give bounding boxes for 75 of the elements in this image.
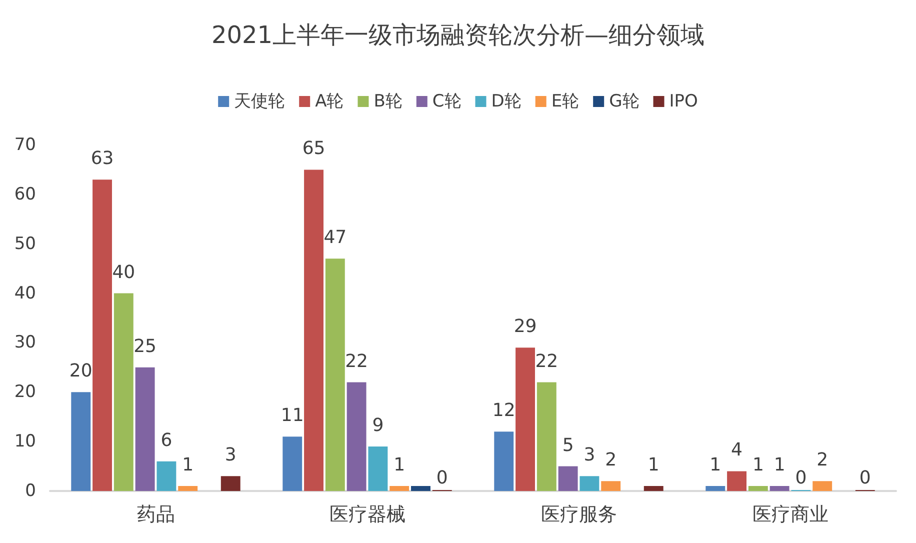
chart-title: 2021上半年一级市场融资轮次分析—细分领域 [211, 21, 705, 49]
data-label: 12 [492, 400, 516, 422]
bar [601, 481, 621, 491]
bar [558, 466, 578, 491]
y-tick-label: 70 [14, 135, 36, 155]
data-label: 4 [731, 440, 742, 461]
bar [178, 486, 198, 491]
bar [282, 436, 302, 491]
data-label: 1 [710, 454, 722, 476]
bar [135, 367, 155, 491]
data-label: 47 [324, 227, 347, 248]
data-label: 20 [69, 360, 92, 382]
legend-label: D轮 [491, 92, 522, 112]
bar [516, 348, 535, 491]
bar [71, 392, 91, 491]
y-tick-label: 40 [14, 283, 36, 304]
data-label: 1 [394, 454, 406, 476]
y-tick-label: 60 [14, 184, 36, 204]
data-label: 1 [774, 454, 786, 476]
bar [812, 481, 832, 491]
y-tick-label: 0 [25, 481, 36, 501]
bar [346, 382, 366, 491]
bar [304, 170, 324, 491]
x-tick-label: 药品 [136, 504, 175, 526]
bar [156, 461, 176, 491]
y-tick-label: 30 [14, 332, 36, 353]
bar [644, 486, 664, 491]
bar [390, 486, 410, 491]
data-label: 1 [182, 454, 194, 476]
x-tick-label: 医疗器械 [329, 504, 406, 526]
bar [748, 486, 768, 491]
data-label: 40 [112, 262, 136, 283]
data-label: 6 [160, 430, 172, 451]
data-label: 1 [752, 454, 764, 476]
bar [770, 486, 790, 491]
data-label: 2 [605, 450, 617, 471]
data-label: 9 [372, 415, 384, 436]
data-label: 65 [302, 138, 326, 160]
bar [325, 258, 345, 491]
bar [411, 486, 430, 491]
bar [706, 486, 726, 491]
data-label: 5 [562, 434, 574, 456]
bar [220, 476, 240, 491]
legend-label: E轮 [551, 92, 580, 112]
bar [580, 476, 600, 491]
legend-label: IPO [669, 92, 698, 112]
legend-label: B轮 [374, 92, 402, 112]
legend-label: 天使轮 [234, 92, 286, 112]
legend-label: A轮 [315, 92, 344, 112]
data-label: 3 [224, 444, 236, 466]
data-label: 0 [795, 468, 807, 488]
legend-label: G轮 [609, 92, 640, 112]
bar [494, 432, 514, 491]
data-label: 0 [436, 468, 448, 488]
x-tick-label: 医疗服务 [540, 504, 617, 526]
data-label: 63 [90, 148, 114, 170]
data-label: 11 [280, 405, 304, 426]
bar [114, 293, 134, 491]
data-label: 3 [584, 444, 596, 466]
bar [368, 446, 388, 491]
data-label: 22 [535, 350, 558, 372]
data-label: 25 [134, 336, 157, 357]
y-tick-label: 50 [14, 234, 36, 254]
data-label: 22 [345, 350, 368, 372]
x-tick-label: 医疗商业 [752, 504, 828, 526]
y-tick-label: 20 [14, 382, 36, 402]
data-label: 29 [514, 316, 537, 338]
bar [727, 471, 746, 491]
legend-label: C轮 [432, 92, 462, 112]
bar [92, 180, 112, 491]
data-label: 1 [648, 454, 660, 476]
data-label: 0 [859, 468, 871, 488]
bar [536, 382, 556, 491]
y-tick-label: 10 [14, 432, 36, 452]
data-label: 2 [816, 450, 828, 471]
